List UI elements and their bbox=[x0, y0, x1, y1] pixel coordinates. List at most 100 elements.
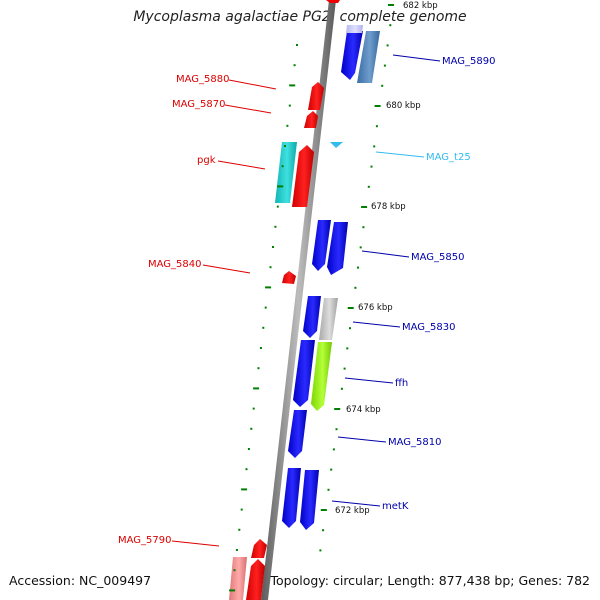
ruler-mark bbox=[388, 4, 394, 6]
ruler-mark bbox=[359, 246, 362, 249]
ruler-mark bbox=[319, 549, 322, 552]
ruler-mark bbox=[322, 529, 325, 532]
gene-arrow-forward[interactable] bbox=[229, 557, 247, 600]
gene-label-ffh: ffh bbox=[395, 378, 408, 389]
gene-arrow-reverse[interactable] bbox=[303, 296, 321, 338]
trna-marker[interactable] bbox=[330, 142, 343, 148]
accession-text: Accession: NC_009497 bbox=[9, 573, 152, 588]
ruler-mark bbox=[347, 307, 354, 309]
ruler-mark bbox=[327, 488, 330, 491]
ruler-mark bbox=[373, 145, 376, 148]
ruler-mark bbox=[247, 448, 250, 450]
gene-arrow-reverse[interactable] bbox=[327, 222, 348, 275]
gene-arrow-reverse[interactable] bbox=[288, 410, 307, 458]
tick-label: 680 kbp bbox=[386, 101, 421, 111]
gene-arrow-forward[interactable] bbox=[246, 559, 265, 600]
tick-label: 672 kbp bbox=[335, 506, 370, 516]
gene-label-metk: metK bbox=[382, 501, 409, 512]
ruler-mark bbox=[330, 468, 333, 471]
ruler-mark bbox=[335, 428, 338, 431]
gene-label-mag-5850: MAG_5850 bbox=[411, 252, 465, 263]
gene-arrow-forward[interactable] bbox=[326, 0, 340, 3]
ruler-mark bbox=[370, 165, 373, 168]
ruler-mark bbox=[284, 145, 286, 147]
ruler-mark bbox=[257, 367, 260, 370]
map-title: Mycoplasma agalactiae PG2, complete geno… bbox=[133, 9, 467, 25]
gene-label-mag-5880: MAG_5880 bbox=[176, 74, 230, 85]
ruler-mark bbox=[288, 104, 291, 107]
ruler-mark bbox=[269, 266, 272, 269]
ruler-mark bbox=[320, 509, 327, 511]
gene-label-mag-5790: MAG_5790 bbox=[118, 535, 172, 546]
gene-label-pgk: pgk bbox=[197, 155, 216, 166]
gene-label-mag-5890: MAG_5890 bbox=[442, 56, 496, 67]
ruler-mark bbox=[238, 528, 241, 531]
ruler-mark bbox=[334, 408, 341, 410]
ruler-mark bbox=[286, 124, 289, 127]
ruler-mark bbox=[274, 225, 277, 228]
ruler-mark bbox=[262, 326, 265, 329]
ruler-mark bbox=[276, 205, 279, 208]
ruler-mark bbox=[264, 306, 267, 309]
ruler-mark bbox=[281, 165, 284, 168]
gene-arrow-forward[interactable] bbox=[308, 82, 324, 110]
gene-label-mag-5810: MAG_5810 bbox=[388, 437, 442, 448]
gene-arrow-forward[interactable] bbox=[282, 271, 296, 284]
ruler-mark bbox=[381, 84, 384, 87]
ruler-mark bbox=[354, 286, 357, 289]
ruler-mark bbox=[332, 448, 335, 451]
ruler-mark bbox=[340, 387, 343, 390]
tick-label: 682 kbp bbox=[403, 1, 438, 11]
ruler-mark bbox=[296, 44, 298, 46]
ruler-mark bbox=[362, 226, 365, 229]
gene-label-mag-5830: MAG_5830 bbox=[402, 322, 456, 333]
ruler-mark bbox=[252, 407, 255, 410]
ruler-mark bbox=[357, 266, 359, 269]
gene-arrow-reverse[interactable] bbox=[282, 468, 301, 528]
gene-label-mag-5870: MAG_5870 bbox=[172, 99, 226, 110]
ruler-mark bbox=[245, 468, 248, 471]
ruler-mark bbox=[253, 387, 260, 390]
gene-label-mag-t25: MAG_t25 bbox=[426, 152, 471, 163]
gene-arrow-reverse[interactable] bbox=[357, 31, 380, 83]
ruler-mark bbox=[277, 185, 284, 188]
tick-label: 678 kbp bbox=[371, 202, 406, 212]
ruler-mark bbox=[375, 125, 378, 128]
gene-features[interactable] bbox=[229, 0, 380, 600]
gene-labels: MAG_5890 MAG_5880 MAG_5870 MAG_t25 pgk M… bbox=[118, 54, 496, 547]
ruler-mark bbox=[241, 488, 248, 491]
ruler-mark bbox=[343, 367, 346, 370]
ruler-mark bbox=[367, 185, 370, 188]
genome-summary-text: Topology: circular; Length: 877,438 bp; … bbox=[270, 573, 591, 588]
ruler-mark bbox=[346, 347, 349, 350]
tick-label: 676 kbp bbox=[358, 303, 393, 313]
ruler-mark bbox=[233, 569, 236, 572]
gene-arrow-reverse[interactable] bbox=[346, 25, 363, 33]
gene-arrow-reverse[interactable] bbox=[319, 298, 338, 340]
gene-arrow-reverse[interactable] bbox=[341, 31, 363, 80]
scale-ruler bbox=[229, 4, 394, 592]
ruler-mark bbox=[289, 84, 296, 87]
tick-labels: 682 kbp 680 kbp 678 kbp 676 kbp 674 kbp … bbox=[335, 1, 438, 516]
gene-arrow-forward[interactable] bbox=[292, 145, 314, 207]
gene-arrow-reverse[interactable] bbox=[311, 342, 332, 411]
gene-arrow-reverse[interactable] bbox=[312, 220, 331, 271]
gene-arrow-reverse[interactable] bbox=[300, 470, 319, 530]
ruler-mark bbox=[389, 24, 392, 27]
ruler-mark bbox=[272, 246, 274, 248]
ruler-mark bbox=[293, 64, 296, 67]
gene-arrow-forward[interactable] bbox=[275, 142, 297, 203]
ruler-mark bbox=[240, 508, 243, 511]
ruler-mark bbox=[349, 327, 351, 330]
ruler-mark bbox=[386, 44, 389, 47]
ruler-mark bbox=[383, 64, 386, 67]
ruler-mark bbox=[235, 549, 238, 551]
gene-arrow-forward[interactable] bbox=[251, 539, 267, 558]
genome-backbone bbox=[261, 0, 336, 600]
gene-arrow-reverse[interactable] bbox=[293, 340, 315, 407]
gene-arrow-forward[interactable] bbox=[304, 111, 318, 128]
ruler-mark bbox=[361, 206, 368, 208]
tick-label: 674 kbp bbox=[346, 405, 381, 415]
ruler-mark bbox=[250, 427, 253, 430]
